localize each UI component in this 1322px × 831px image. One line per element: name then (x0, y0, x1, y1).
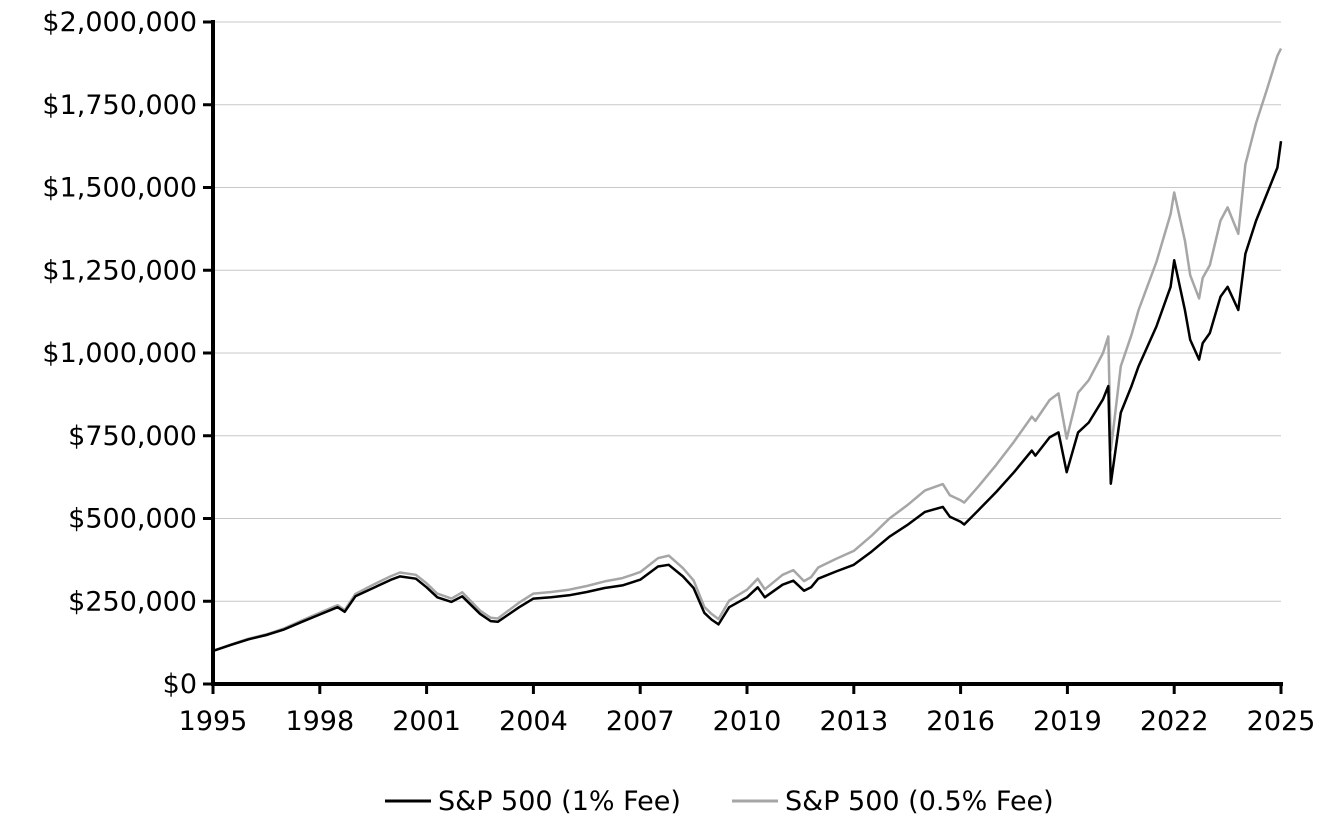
y-tick-label-6: $1,500,000 (42, 173, 197, 204)
series-lines (212, 47, 1283, 653)
x-tick-label-4: 2007 (606, 706, 675, 737)
y-tick-label-8: $2,000,000 (42, 7, 197, 38)
y-tick-label-7: $1,750,000 (42, 90, 197, 121)
x-tick-label-10: 2025 (1247, 706, 1316, 737)
y-tick-label-5: $1,250,000 (42, 255, 197, 286)
y-tick-labels: $0 $250,000 $500,000 $750,000 $1,000,000 $1,2… (42, 7, 197, 700)
legend-label-0: S&P 500 (1% Fee) (438, 786, 681, 817)
x-tick-label-8: 2019 (1033, 706, 1102, 737)
legend-label-1: S&P 500 (0.5% Fee) (785, 786, 1054, 817)
x-tick-labels: 1995 1998 2001 2004 2007 2010 2013 2016 2019 2022… (179, 706, 1316, 737)
x-tick-label-9: 2022 (1140, 706, 1209, 737)
x-tick-label-1: 1998 (285, 706, 354, 737)
y-tick-label-0: $0 (163, 669, 197, 700)
x-tick-label-7: 2016 (926, 706, 995, 737)
legend: S&P 500 (1% Fee) S&P 500 (0.5% Fee) (385, 786, 1054, 817)
gridlines (213, 21, 1281, 602)
x-tick-label-3: 2004 (499, 706, 568, 737)
y-tick-label-3: $750,000 (68, 421, 197, 452)
series-line-0 (212, 141, 1283, 653)
y-tick-label-2: $500,000 (68, 504, 197, 535)
series-line-1 (212, 47, 1283, 653)
y-tick-label-4: $1,000,000 (42, 338, 197, 369)
x-tick-label-5: 2010 (713, 706, 782, 737)
x-tick-label-0: 1995 (179, 706, 248, 737)
y-tick-label-1: $250,000 (68, 586, 197, 617)
axes (203, 20, 1283, 694)
x-tick-label-6: 2013 (819, 706, 888, 737)
x-tick-label-2: 2001 (392, 706, 461, 737)
